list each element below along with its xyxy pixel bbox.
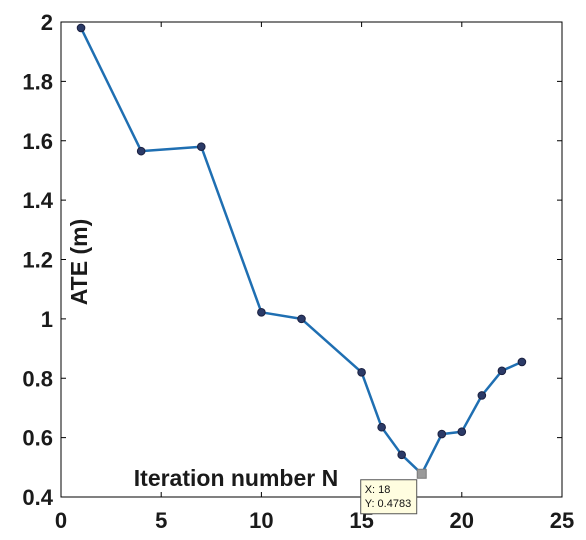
y-tick-label: 2 <box>41 10 53 35</box>
data-point-marker <box>457 427 467 436</box>
y-tick-labels: 0.4 0.6 0.8 1 1.2 1.4 1.6 1.8 2 <box>22 10 53 510</box>
data-point-marker <box>477 391 487 400</box>
data-point-marker <box>196 142 206 151</box>
y-tick-label: 1.8 <box>22 69 53 94</box>
plot-area-frame <box>60 21 563 498</box>
y-tick-label: 1 <box>41 307 53 332</box>
y-tick-label: 1.6 <box>22 129 53 154</box>
y-tick-label: 0.6 <box>22 426 53 451</box>
data-point-marker <box>76 23 86 33</box>
datatip[interactable]: X: 18 Y: 0.4783 <box>360 479 418 515</box>
datatip-y-text: Y: 0.4783 <box>365 498 412 510</box>
x-tick-label: 10 <box>249 508 273 533</box>
x-tick-label: 0 <box>55 508 67 533</box>
y-tick-label: 1.2 <box>22 248 53 273</box>
series-line <box>79 27 523 476</box>
x-tick-label: 5 <box>155 508 167 533</box>
y-tick-label: 1.4 <box>22 188 53 213</box>
data-point-marker <box>397 450 406 460</box>
selected-point-marker[interactable] <box>416 468 427 479</box>
x-tick-label: 20 <box>450 508 474 533</box>
x-tick-marks <box>60 22 563 497</box>
data-point-marker <box>257 308 266 317</box>
data-point-marker <box>136 146 146 156</box>
y-tick-marks <box>61 21 562 498</box>
x-axis-title: Iteration number N <box>134 465 338 491</box>
data-point-marker <box>497 366 507 376</box>
data-point-marker <box>357 368 366 377</box>
y-tick-label: 0.8 <box>22 366 53 391</box>
data-point-marker <box>297 314 306 324</box>
data-point-marker <box>517 357 527 367</box>
data-point-marker <box>437 429 447 439</box>
datatip-box <box>360 479 418 515</box>
data-point-marker <box>377 422 386 432</box>
datatip-x-text: X: 18 <box>365 484 391 496</box>
x-tick-label: 25 <box>550 508 574 533</box>
y-axis-title: ATE (m) <box>66 219 92 305</box>
y-tick-label: 0.4 <box>22 485 53 510</box>
x-tick-labels: 0 5 10 15 20 25 <box>55 508 574 533</box>
data-markers <box>76 23 527 479</box>
